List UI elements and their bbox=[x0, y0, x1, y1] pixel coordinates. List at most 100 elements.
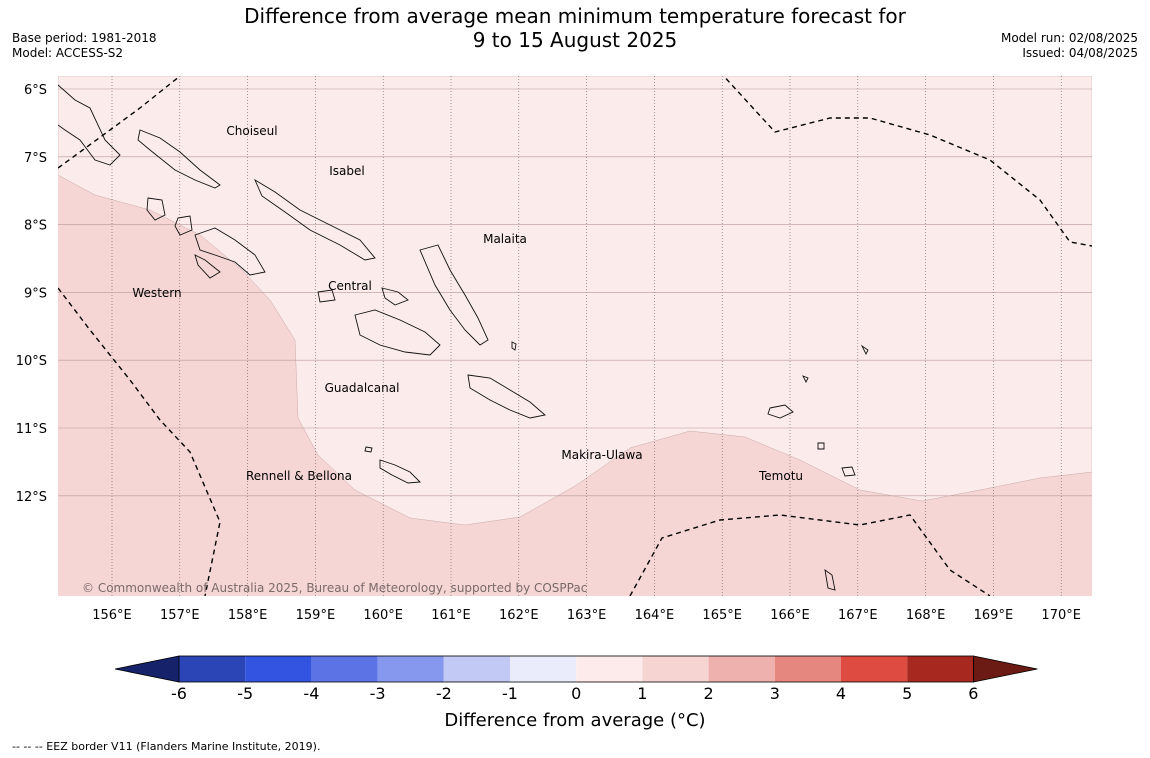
model-name: Model: ACCESS-S2 bbox=[12, 46, 124, 60]
footer-note: -- -- -- EEZ border V11 (Flanders Marine… bbox=[12, 740, 321, 753]
island-vella-lavella bbox=[146, 197, 166, 221]
colorbar-tick-label: 5 bbox=[902, 684, 912, 703]
label-isabel: Isabel bbox=[329, 164, 364, 178]
latitude-label: 10°S bbox=[16, 354, 47, 369]
longitude-label: 156°E bbox=[92, 608, 132, 623]
coastlines bbox=[58, 84, 869, 591]
latitude-label: 9°S bbox=[24, 286, 47, 301]
island-bellona bbox=[364, 446, 373, 453]
anomaly-0-to-1-area bbox=[58, 76, 1092, 526]
colorbar-bin bbox=[179, 656, 246, 682]
colorbar-bin bbox=[377, 656, 444, 682]
longitude-label: 164°E bbox=[635, 608, 675, 623]
longitude-label: 158°E bbox=[228, 608, 268, 623]
label-rennell-bellona: Rennell & Bellona bbox=[246, 469, 352, 483]
longitude-label: 165°E bbox=[702, 608, 742, 623]
island-anuta bbox=[824, 569, 836, 591]
colorbar-tick-label: 6 bbox=[968, 684, 978, 703]
island-ontong bbox=[511, 341, 517, 351]
island-bougainville bbox=[58, 84, 121, 166]
colorbar-tick-label: -2 bbox=[436, 684, 452, 703]
copyright-notice: © Commonwealth of Australia 2025, Bureau… bbox=[82, 581, 587, 595]
colorbar-extend-low bbox=[114, 655, 180, 683]
latitude-label: 7°S bbox=[24, 151, 47, 166]
longitude-labels: 156°E 157°E 158°E 159°E 160°E 161°E 162°E 163°E… bbox=[92, 608, 1081, 623]
island-savo bbox=[381, 287, 409, 306]
colorbar-bin bbox=[841, 656, 908, 682]
colorbar-tick-label: -6 bbox=[171, 684, 187, 703]
label-choiseul: Choiseul bbox=[226, 124, 277, 138]
longitude-label: 167°E bbox=[838, 608, 878, 623]
colorbar-tick-label: 3 bbox=[770, 684, 780, 703]
island-makira bbox=[467, 374, 546, 419]
meta-right: Model run: 02/08/2025 Issued: 04/08/2025 bbox=[1001, 31, 1138, 61]
latitude-labels: 6°S 7°S 8°S 9°S 10°S 11°S 12°S bbox=[16, 83, 47, 505]
latitude-label: 11°S bbox=[16, 422, 47, 437]
island-santa-cruz bbox=[767, 404, 794, 419]
region-labels: Choiseul Isabel Malaita Western Central … bbox=[132, 124, 803, 483]
colorbar-bin bbox=[907, 656, 974, 682]
island-rendova bbox=[194, 254, 221, 279]
label-central: Central bbox=[328, 279, 372, 293]
colorbar-title: Difference from average (°C) bbox=[444, 710, 706, 731]
latitude-label: 6°S bbox=[24, 83, 47, 98]
colorbar: -6 -5 -4 -3 -2 -1 0 1 2 3 4 5 6 bbox=[114, 655, 1038, 703]
model-run: Model run: 02/08/2025 bbox=[1000, 31, 1138, 45]
title-line-2: 9 to 15 August 2025 bbox=[472, 28, 678, 52]
colorbar-bin bbox=[311, 656, 378, 682]
island-choiseul bbox=[137, 129, 221, 189]
colorbar-tick-label: -1 bbox=[502, 684, 518, 703]
colorbar-tick-label: 2 bbox=[704, 684, 714, 703]
latitude-label: 8°S bbox=[24, 219, 47, 234]
colorbar-bin bbox=[245, 656, 312, 682]
issued-date: Issued: 04/08/2025 bbox=[1022, 46, 1138, 60]
island-malaita bbox=[419, 244, 489, 346]
longitude-label: 163°E bbox=[567, 608, 607, 623]
longitude-label: 160°E bbox=[363, 608, 403, 623]
colorbar-bin bbox=[443, 656, 510, 682]
island-isabel bbox=[254, 178, 376, 261]
label-western: Western bbox=[132, 286, 181, 300]
latitude-label: 12°S bbox=[16, 490, 47, 505]
longitude-label: 161°E bbox=[431, 608, 471, 623]
island-vanikoro bbox=[841, 466, 856, 477]
colorbar-tick-label: -3 bbox=[370, 684, 386, 703]
longitude-label: 170°E bbox=[1041, 608, 1081, 623]
island-kolombangara bbox=[174, 215, 193, 236]
longitude-label: 157°E bbox=[160, 608, 200, 623]
label-temotu: Temotu bbox=[758, 469, 803, 483]
island-florida bbox=[317, 289, 336, 303]
colorbar-bin bbox=[708, 656, 775, 682]
eez-border bbox=[58, 76, 1092, 596]
chart-title: Difference from average mean minimum tem… bbox=[0, 4, 1150, 52]
graticule bbox=[58, 76, 1092, 596]
colorbar-tick-label: 1 bbox=[637, 684, 647, 703]
label-makira-ulawa: Makira-Ulawa bbox=[561, 448, 642, 462]
longitude-label: 166°E bbox=[770, 608, 810, 623]
island-reef bbox=[860, 344, 869, 356]
longitude-label: 162°E bbox=[499, 608, 539, 623]
colorbar-frame bbox=[178, 655, 974, 683]
colorbar-bin bbox=[576, 656, 643, 682]
colorbar-tick-label: 4 bbox=[836, 684, 846, 703]
colorbar-bin bbox=[642, 656, 709, 682]
label-malaita: Malaita bbox=[483, 232, 527, 246]
longitude-label: 168°E bbox=[906, 608, 946, 623]
meta-left: Base period: 1981-2018 Model: ACCESS-S2 bbox=[12, 31, 157, 61]
island-duff bbox=[802, 375, 809, 384]
colorbar-tick-label: -5 bbox=[237, 684, 253, 703]
colorbar-extend-high bbox=[973, 655, 1038, 683]
base-period: Base period: 1981-2018 bbox=[12, 31, 157, 45]
title-line-1: Difference from average mean minimum tem… bbox=[244, 4, 906, 28]
longitude-label: 159°E bbox=[296, 608, 336, 623]
island-guadalcanal bbox=[354, 309, 441, 356]
colorbar-tick-label: 0 bbox=[571, 684, 581, 703]
label-guadalcanal: Guadalcanal bbox=[325, 381, 400, 395]
colorbar-bin bbox=[510, 656, 577, 682]
island-tikopia bbox=[817, 442, 825, 450]
colorbar-tick-label: -4 bbox=[303, 684, 319, 703]
island-rennell bbox=[379, 459, 422, 484]
colorbar-bin bbox=[774, 656, 841, 682]
longitude-label: 169°E bbox=[974, 608, 1014, 623]
